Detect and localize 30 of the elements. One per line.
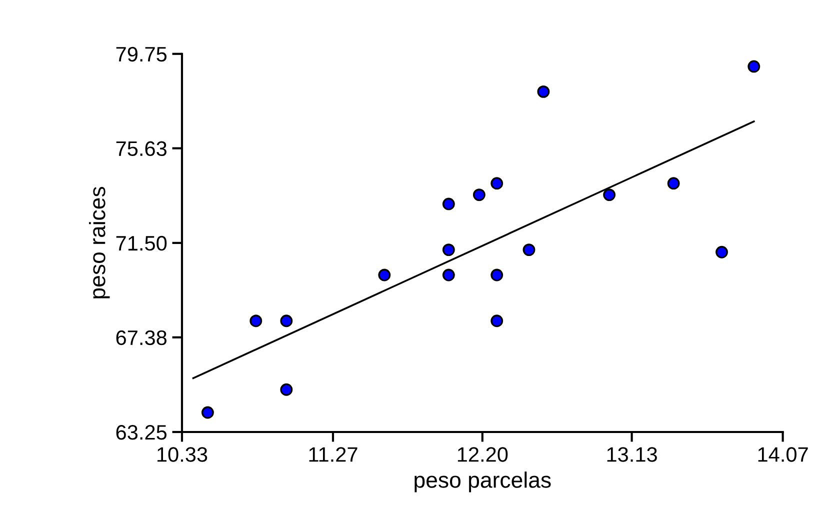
point [522, 244, 536, 256]
point [201, 406, 214, 419]
point [442, 268, 455, 282]
x-tick-label: 12.20 [458, 447, 508, 462]
point [490, 177, 504, 190]
point [442, 198, 455, 210]
x-tick-label: 10.33 [158, 447, 208, 462]
point [280, 314, 293, 328]
point [442, 244, 455, 256]
y-tick-label: 79.75 [116, 46, 167, 62]
x-tick-label: 11.27 [309, 447, 358, 462]
x-axis-title: peso parcelas [414, 472, 551, 492]
point [472, 188, 486, 202]
point [667, 177, 680, 190]
y-tick-label: 63.25 [116, 425, 167, 440]
point [280, 383, 293, 396]
y-tick-label: 67.38 [116, 330, 167, 346]
y-tick-label: 75.63 [116, 141, 166, 156]
point [748, 60, 760, 73]
y-tick-label: 71.50 [116, 236, 167, 251]
point [490, 268, 504, 282]
point [603, 188, 616, 202]
point [537, 85, 550, 98]
point [250, 314, 262, 328]
y-axis-title: peso raices [89, 186, 110, 298]
point [490, 314, 504, 328]
x-tick-label: 14.07 [758, 447, 808, 462]
point [378, 268, 391, 282]
point [716, 246, 728, 258]
x-tick-label: 13.13 [607, 447, 657, 462]
